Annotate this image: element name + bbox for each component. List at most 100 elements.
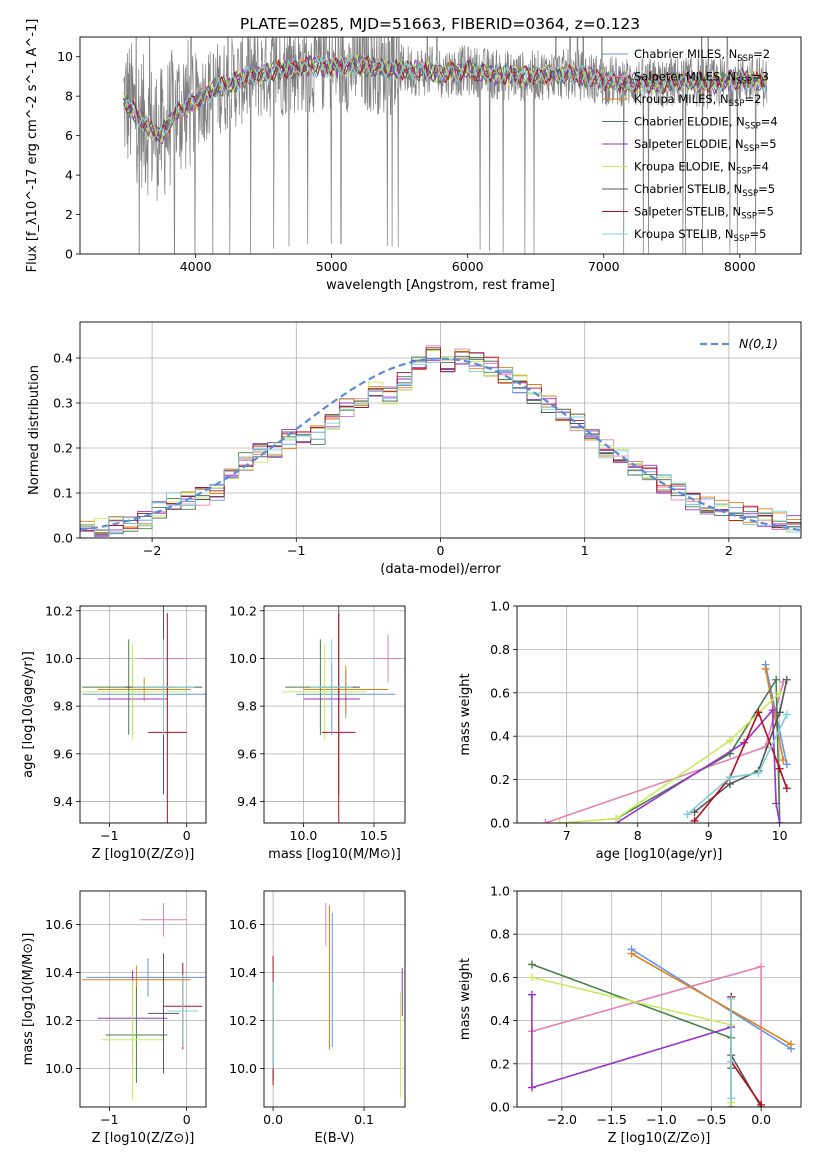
weight-line [545, 681, 785, 823]
x-tick-label: 9 [705, 828, 713, 843]
legend-label: N(0,1) [739, 336, 778, 351]
plot-area [527, 945, 796, 1107]
y-axis-label: Normed distribution [27, 365, 42, 495]
weight-marker [612, 814, 621, 823]
x-tick-label: 0.1 [354, 1112, 374, 1127]
weight-marker [527, 990, 536, 999]
y-tick-label: 9.8 [237, 699, 257, 714]
y-tick-label: 6 [65, 128, 73, 143]
weight-marker [754, 708, 763, 717]
y-tick-label: 1.0 [490, 884, 510, 899]
axes-frame [263, 890, 406, 1108]
y-tick-label: 0.3 [53, 396, 73, 411]
y-tick-label: 10.6 [45, 917, 73, 932]
gaussian-curve [80, 357, 801, 532]
x-tick-label: 7000 [588, 259, 620, 274]
y-tick-label: 0.0 [490, 1100, 510, 1115]
weight-marker [541, 819, 550, 823]
mass-vs-metallicity-panel: −1 0 10.0 10.2 10.4 10.6 Z [log10(Z/Z⊙)] mass [… [21, 890, 207, 1146]
weight-marker [727, 1057, 736, 1066]
y-tick-label: 0.2 [490, 1056, 510, 1071]
y-tick-label: 10.2 [229, 1013, 257, 1028]
model-spectrum-line [123, 55, 767, 140]
model-spectrum-line [123, 54, 768, 144]
weight-line [686, 714, 788, 815]
y-tick-label: 9.8 [53, 699, 73, 714]
x-tick-label: 8 [634, 828, 642, 843]
x-tick-label: −2 [143, 543, 161, 558]
x-tick-label: −1 [287, 543, 305, 558]
weight-marker [627, 949, 636, 958]
y-tick-label: 9.4 [237, 794, 257, 809]
weight-marker [782, 760, 791, 769]
y-tick-label: 10.6 [229, 917, 257, 932]
x-tick-label: 0 [183, 1112, 191, 1127]
y-tick-label: 10.2 [45, 603, 73, 618]
weight-marker [555, 819, 564, 823]
legend-label: Salpeter ELODIE, NSSP=5 [634, 137, 777, 154]
y-axis-label: mass [log10(M/M⊙)] [21, 933, 36, 1066]
x-tick-label: 2 [725, 543, 733, 558]
weight-marker [768, 706, 777, 715]
y-tick-label: 1.0 [490, 599, 510, 614]
y-tick-label: 0.8 [490, 642, 510, 657]
x-tick-label: 0 [437, 543, 445, 558]
weight-marker [775, 764, 784, 773]
weight-marker [754, 769, 763, 778]
weight-marker [727, 995, 736, 1003]
x-axis-label: mass [log10(M/M⊙)] [268, 847, 401, 862]
weight-marker [690, 816, 699, 823]
y-tick-label: 10.4 [45, 965, 73, 980]
weight-marker [779, 756, 788, 765]
residuals-panel: −2 −1 0 1 2 0.0 0.1 0.2 0.3 0.4 (data-model)/error… [27, 321, 802, 577]
x-tick-label: 1 [581, 543, 589, 558]
x-tick-label: 10.0 [290, 828, 318, 843]
x-axis-label: wavelength [Angstrom, rest frame] [326, 278, 555, 293]
y-tick-label: 10.0 [45, 1061, 73, 1076]
weight-marker [761, 664, 770, 673]
x-axis-label: (data-model)/error [380, 562, 501, 577]
y-tick-label: 0.4 [490, 729, 510, 744]
weight-marker [727, 1094, 736, 1103]
weight-vs-age-panel: 7 8 9 10 0.0 0.2 0.4 0.6 0.8 1.0 age [log10(age/yr… [458, 599, 802, 862]
axes-frame [79, 321, 802, 539]
y-tick-label: 0.4 [53, 351, 73, 366]
legend-label: Salpeter MILES, NSSP=3 [634, 70, 769, 87]
weight-marker [527, 973, 536, 982]
plot-area [80, 606, 206, 823]
y-tick-label: 0.2 [490, 772, 510, 787]
x-tick-label: 0.0 [263, 1112, 283, 1127]
x-tick-label: 10 [772, 828, 788, 843]
weight-marker [787, 1040, 796, 1049]
x-axis-label: Z [log10(Z/Z⊙)] [608, 1131, 711, 1146]
y-tick-label: 10.2 [229, 603, 257, 618]
x-tick-label: 0.0 [751, 1112, 771, 1127]
legend-label: Salpeter STELIB, NSSP=5 [634, 205, 774, 222]
y-tick-label: 0 [65, 247, 73, 262]
axes-frame [516, 890, 802, 1108]
y-tick-label: 0.6 [490, 685, 510, 700]
y-tick-label: 0.2 [53, 441, 73, 456]
weight-line [631, 952, 792, 1046]
y-tick-label: 0.1 [53, 486, 73, 501]
weight-line [616, 677, 781, 823]
weight-vs-metallicity-panel: −2.0 −1.5 −1.0 −0.5 0.0 0.0 0.2 0.4 0.6 0.8 1.0 Z [… [458, 884, 802, 1146]
x-tick-label: 8000 [724, 259, 756, 274]
axes-frame [516, 605, 802, 824]
weight-marker [683, 810, 692, 819]
y-tick-label: 10.2 [45, 1013, 73, 1028]
legend-label: Kroupa ELODIE, NSSP=4 [634, 160, 769, 177]
weight-line [559, 692, 781, 823]
y-tick-label: 0.6 [490, 970, 510, 985]
weight-marker [690, 808, 699, 817]
x-tick-label: 4000 [180, 259, 212, 274]
legend-label: Kroupa MILES, NSSP=2 [634, 92, 761, 109]
y-tick-label: 0.4 [490, 1013, 510, 1028]
y-tick-label: 9.4 [53, 794, 73, 809]
x-tick-label: 5000 [316, 259, 348, 274]
axes-frame [79, 605, 207, 824]
model-spectrum-line [123, 54, 767, 143]
weight-marker [772, 675, 781, 684]
axes-frame [263, 605, 406, 824]
